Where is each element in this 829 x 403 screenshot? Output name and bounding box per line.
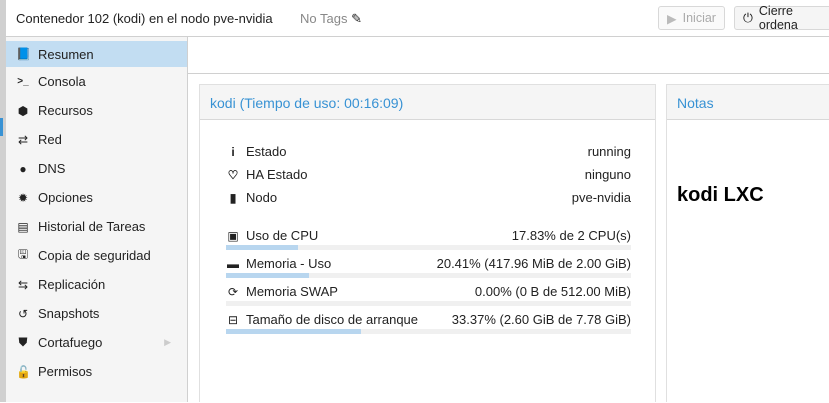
unlock-icon: 🔓: [16, 364, 31, 379]
sidebar-item-dns[interactable]: ● DNS: [6, 154, 187, 183]
exchange-icon: ⇄: [17, 132, 29, 147]
cpu-icon: ▣: [227, 228, 239, 243]
shield-icon: ⛊: [18, 335, 28, 349]
info-icon: i: [231, 144, 235, 159]
sidebar-item-label: Red: [38, 132, 62, 147]
sidebar-item-permisos[interactable]: 🔓 Permisos: [6, 357, 187, 386]
sidebar-item-label: Consola: [38, 74, 86, 89]
left-edge: [0, 0, 6, 402]
usage-value: 33.37% (2.60 GiB de 7.78 GiB): [451, 312, 631, 327]
tags[interactable]: No Tags ✎: [300, 11, 362, 27]
usage-progress-bar: [226, 329, 631, 334]
list-icon: ▤: [17, 219, 29, 234]
usage-progress-fill: [226, 273, 309, 278]
usage-row: ▬ Memoria - Uso 20.41% (417.96 MiB de 2.00…: [226, 256, 631, 271]
sidebar-item-recursos[interactable]: ⬢ Recursos: [6, 96, 187, 125]
usage-value: 20.41% (417.96 MiB de 2.00 GiB): [436, 256, 631, 271]
sidebar-item-label: Permisos: [38, 364, 93, 379]
heartbeat-icon: ♡: [227, 167, 239, 182]
info-value: ninguno: [584, 167, 631, 182]
terminal-icon: >_: [17, 76, 29, 87]
power-icon: ⏻: [743, 10, 753, 25]
sidebar-item-label: DNS: [38, 161, 66, 176]
usage-label: Tamaño de disco de arranque: [246, 312, 419, 327]
usage-progress-fill: [226, 329, 362, 334]
pencil-icon[interactable]: ✎: [351, 11, 362, 26]
usage-progress-fill: [226, 245, 299, 250]
memory-icon: ▬: [227, 256, 239, 271]
info-value: running: [587, 144, 631, 159]
usage-row: ▣ Uso de CPU 17.83% de 2 CPU(s): [226, 228, 631, 243]
info-row: ♡ HA Estado ninguno: [226, 167, 631, 182]
sidebar-item-label: Snapshots: [38, 306, 100, 321]
tags-label: No Tags: [300, 11, 348, 26]
sidebar-item-consola[interactable]: >_ Consola: [6, 67, 187, 96]
usage-row: ⊟ Tamaño de disco de arranque 33.37% (2.60…: [226, 312, 631, 327]
sidebar-item-opciones[interactable]: ✹ Opciones: [6, 183, 187, 212]
sidebar-item-label: Recursos: [38, 103, 93, 118]
hdd-icon: ⊟: [227, 312, 239, 327]
sidebar-item-label: Copia de seguridad: [38, 248, 151, 263]
toolbar: [188, 37, 829, 74]
retweet-icon: ⇆: [17, 277, 29, 292]
edge-marker: [0, 118, 3, 136]
globe-icon: ●: [19, 161, 27, 176]
sidebar-item-label: Replicación: [38, 277, 106, 292]
notes-panel: Notas kodi LXC: [666, 84, 829, 403]
info-row: i Estado running: [226, 144, 631, 159]
sidebar-item-replicaci-n[interactable]: ⇆ Replicación: [6, 270, 187, 299]
building-icon: ▮: [229, 190, 237, 205]
floppy-icon: 🖫: [17, 247, 29, 261]
info-label: Nodo: [246, 190, 278, 205]
shutdown-button[interactable]: ⏻ Cierre ordena: [734, 4, 829, 32]
usage-progress-bar: [226, 245, 631, 250]
status-panel-title: kodi (Tiempo de uso: 00:16:09): [200, 85, 655, 120]
shutdown-label: Cierre ordena: [758, 4, 798, 32]
start-button[interactable]: ▶ Iniciar: [658, 6, 725, 30]
usage-value: 0.00% (0 B de 512.00 MiB): [474, 284, 631, 299]
notes-panel-title: Notas: [667, 85, 829, 120]
history-icon: ↺: [17, 306, 29, 321]
info-value: pve-nvidia: [571, 190, 631, 205]
usage-label: Uso de CPU: [246, 228, 319, 243]
usage-progress-bar: [226, 273, 631, 278]
sidebar-item-snapshots[interactable]: ↺ Snapshots: [6, 299, 187, 328]
chevron-right-icon: ▶: [164, 337, 171, 347]
sidebar-item-label: Resumen: [38, 46, 94, 62]
status-panel: kodi (Tiempo de uso: 00:16:09) i Estado ru…: [199, 84, 656, 403]
sidebar-item-label: Opciones: [38, 190, 93, 205]
usage-row: ⟳ Memoria SWAP 0.00% (0 B de 512.00 MiB): [226, 284, 631, 299]
usage-value: 17.83% de 2 CPU(s): [511, 228, 631, 243]
book-icon: 📘: [16, 47, 31, 61]
sidebar-item-copia-de-seguridad[interactable]: 🖫 Copia de seguridad: [6, 241, 187, 270]
sidebar-item-cortafuego[interactable]: ⛊ Cortafuego ▶: [6, 328, 187, 357]
sidebar-item-resumen[interactable]: 📘 Resumen: [6, 41, 187, 67]
usage-progress-bar: [226, 301, 631, 306]
info-row: ▮ Nodo pve-nvidia: [226, 190, 631, 205]
play-icon: ▶: [667, 11, 677, 26]
info-label: HA Estado: [246, 167, 308, 182]
cube-icon: ⬢: [17, 103, 29, 118]
sidebar-item-red[interactable]: ⇄ Red: [6, 125, 187, 154]
usage-label: Memoria SWAP: [246, 284, 338, 299]
page-title: Contenedor 102 (kodi) en el nodo pve-nvi…: [16, 11, 273, 26]
header: Contenedor 102 (kodi) en el nodo pve-nvi…: [6, 0, 829, 37]
refresh-icon: ⟳: [227, 284, 239, 299]
gear-icon: ✹: [17, 190, 29, 205]
sidebar-item-label: Historial de Tareas: [38, 219, 146, 234]
sidebar-item-historial-de-tareas[interactable]: ▤ Historial de Tareas: [6, 212, 187, 241]
start-label: Iniciar: [682, 11, 716, 25]
sidebar: 📘 Resumen >_ Consola ⬢ Recursos ⇄ Red ● DNS ✹ Opcio…: [6, 37, 188, 402]
sidebar-item-label: Cortafuego: [38, 335, 103, 350]
notes-content: kodi LXC: [677, 184, 764, 206]
usage-label: Memoria - Uso: [246, 256, 332, 271]
info-label: Estado: [246, 144, 287, 159]
